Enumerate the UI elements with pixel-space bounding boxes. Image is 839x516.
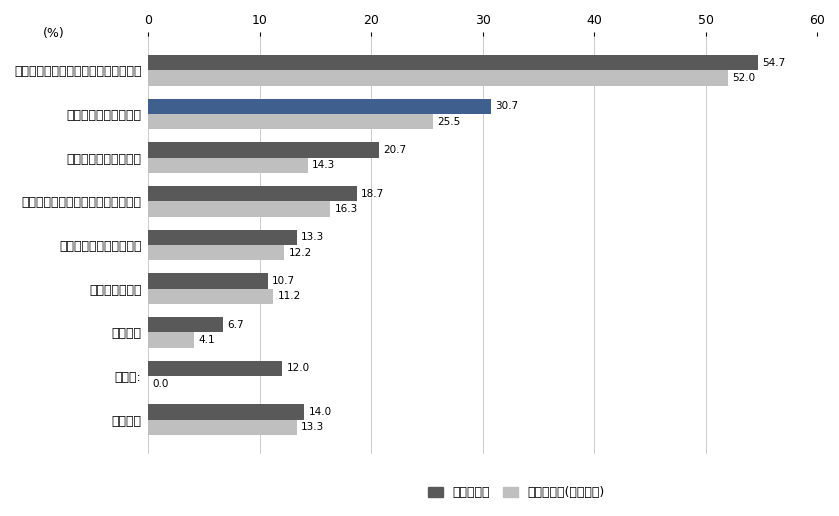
Bar (149, 157, 308, 173)
Bar (149, 332, 194, 348)
Text: 0.0: 0.0 (153, 379, 169, 389)
Bar (149, 288, 274, 304)
Text: 6.7: 6.7 (227, 320, 244, 330)
Bar (149, 317, 223, 332)
Bar (149, 420, 297, 435)
Bar (149, 201, 330, 217)
Text: 13.3: 13.3 (301, 423, 325, 432)
Text: 10.7: 10.7 (272, 276, 295, 286)
Bar (149, 245, 284, 260)
Text: 13.3: 13.3 (301, 232, 325, 243)
Text: 11.2: 11.2 (278, 292, 301, 301)
Text: 4.1: 4.1 (199, 335, 215, 345)
Bar (149, 70, 728, 86)
Legend: 禁煙成功者, 禁煙意向者(過去失敗): 禁煙成功者, 禁煙意向者(過去失敗) (423, 481, 610, 504)
Bar (149, 142, 379, 157)
Text: 20.7: 20.7 (383, 145, 407, 155)
Bar (149, 361, 282, 376)
Bar (149, 273, 268, 288)
Text: 16.3: 16.3 (335, 204, 357, 214)
Text: 12.2: 12.2 (289, 248, 312, 257)
Text: 25.5: 25.5 (437, 117, 461, 126)
Text: 54.7: 54.7 (763, 58, 786, 68)
Bar (149, 405, 305, 420)
Bar (149, 186, 357, 201)
Bar (149, 230, 297, 245)
Text: 12.0: 12.0 (287, 363, 310, 374)
Bar (149, 55, 758, 70)
Bar (149, 114, 433, 129)
Text: 18.7: 18.7 (362, 189, 384, 199)
Bar (149, 99, 491, 114)
Text: (%): (%) (43, 27, 65, 40)
Text: 52.0: 52.0 (732, 73, 756, 83)
Text: 14.3: 14.3 (312, 160, 336, 170)
Text: 14.0: 14.0 (309, 407, 332, 417)
Text: 30.7: 30.7 (495, 101, 519, 111)
